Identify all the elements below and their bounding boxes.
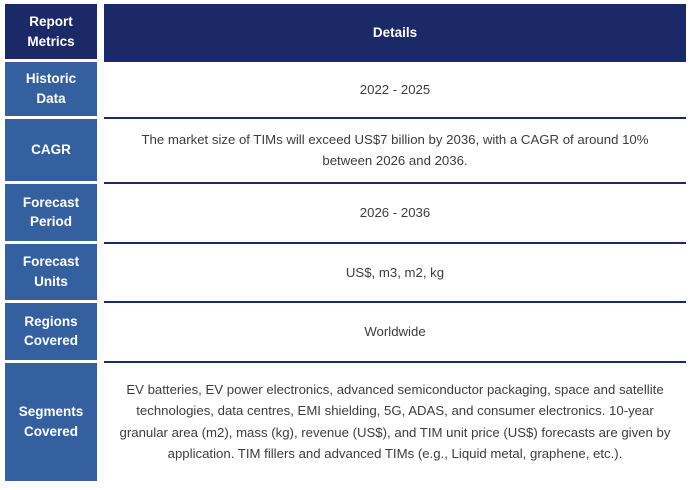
row-label-historic-data: Historic Data xyxy=(5,62,104,119)
row-label-line2: Covered xyxy=(23,333,79,349)
row-label-line2: Units xyxy=(34,273,68,289)
table-row: Regions Covered Worldwide xyxy=(5,302,686,363)
row-detail-regions-covered: Worldwide xyxy=(104,302,686,363)
row-detail-historic-data: 2022 - 2025 xyxy=(104,62,686,119)
table-row: Forecast Period 2026 - 2036 xyxy=(5,183,686,244)
row-label-line1: CAGR xyxy=(31,142,71,158)
row-label-line2: Period xyxy=(29,214,72,230)
table-header-row: Report Metrics Details xyxy=(5,4,686,62)
header-report-metrics-line1: Report xyxy=(29,13,73,29)
row-label-line1: Historic xyxy=(25,71,77,87)
row-label-line1: Segments xyxy=(18,404,84,420)
row-label-segments-covered: Segments Covered xyxy=(5,362,104,481)
table-row: CAGR The market size of TIMs will exceed… xyxy=(5,119,686,184)
header-report-metrics-line2: Metrics xyxy=(27,33,75,49)
table-row: Segments Covered EV batteries, EV power … xyxy=(5,362,686,481)
row-detail-segments-covered: EV batteries, EV power electronics, adva… xyxy=(104,362,686,481)
row-label-regions-covered: Regions Covered xyxy=(5,302,104,363)
row-label-line1: Regions xyxy=(24,313,78,329)
row-label-cagr: CAGR xyxy=(5,119,104,184)
metrics-details-table: Report Metrics Details Historic Data 202… xyxy=(5,4,686,481)
row-label-forecast-period: Forecast Period xyxy=(5,183,104,244)
table-row: Historic Data 2022 - 2025 xyxy=(5,62,686,119)
header-report-metrics: Report Metrics xyxy=(5,4,104,62)
row-label-line2: Covered xyxy=(23,423,79,439)
table-row: Forecast Units US$, m3, m2, kg xyxy=(5,243,686,303)
row-detail-forecast-period: 2026 - 2036 xyxy=(104,183,686,244)
row-detail-forecast-units: US$, m3, m2, kg xyxy=(104,243,686,303)
row-label-forecast-units: Forecast Units xyxy=(5,243,104,303)
row-label-line1: Forecast xyxy=(22,254,80,270)
row-detail-cagr: The market size of TIMs will exceed US$7… xyxy=(104,119,686,184)
row-label-line2: Data xyxy=(36,91,66,106)
header-details: Details xyxy=(104,4,686,62)
row-label-line1: Forecast xyxy=(22,194,80,210)
